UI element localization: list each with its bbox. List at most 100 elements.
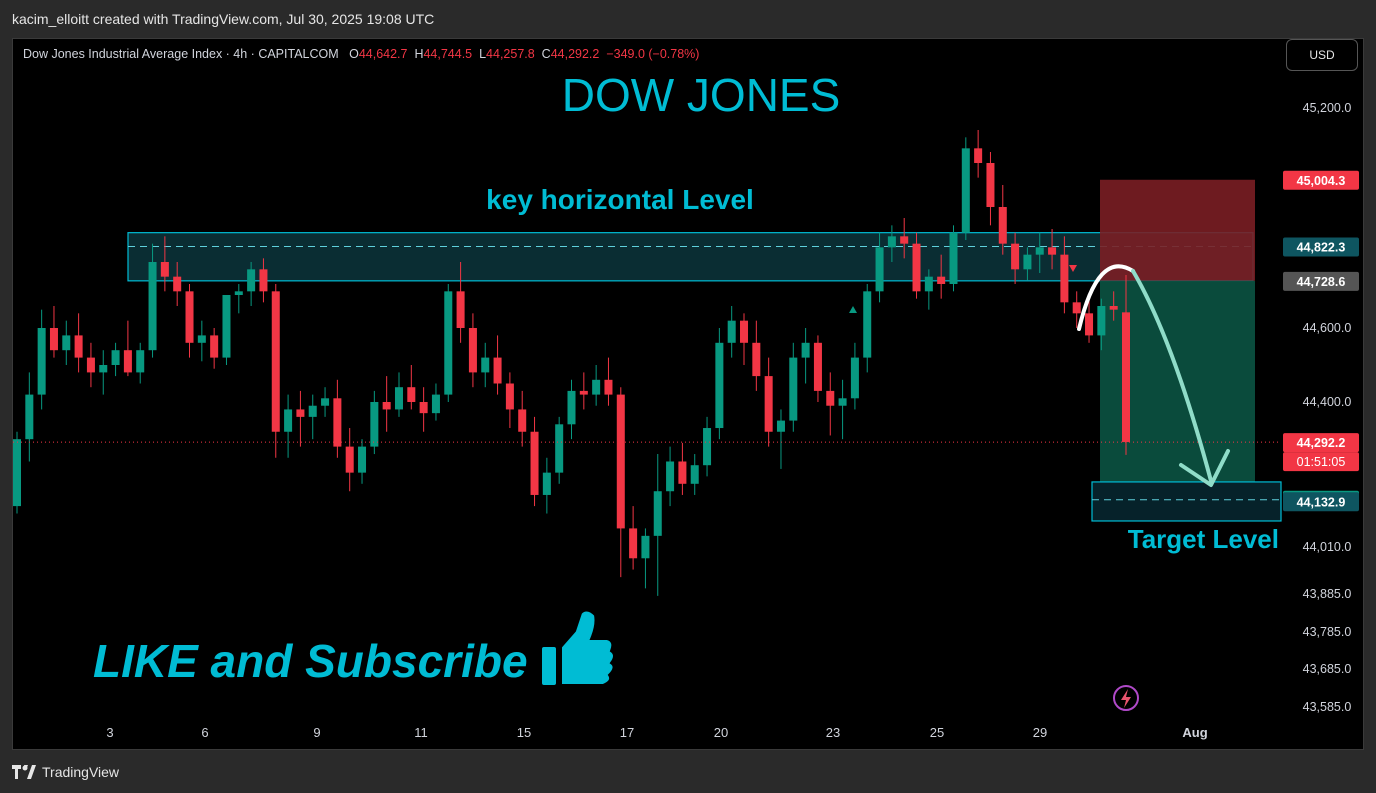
x-tick-label: 25 xyxy=(930,725,944,740)
candle xyxy=(887,225,896,262)
candle xyxy=(875,232,884,303)
annotation-title: DOW JONES xyxy=(562,69,841,121)
candle xyxy=(136,342,145,384)
candle-body xyxy=(160,262,169,277)
candle-body xyxy=(567,390,576,425)
candle xyxy=(850,342,859,410)
symbol-name: Dow Jones Industrial Average Index · 4h … xyxy=(23,47,339,61)
candle xyxy=(308,394,317,440)
candle-body xyxy=(752,342,761,377)
candle xyxy=(1023,247,1032,281)
candle xyxy=(789,342,798,432)
candle xyxy=(284,394,293,458)
x-tick-label: 29 xyxy=(1033,725,1047,740)
x-tick-label: 17 xyxy=(620,725,634,740)
candle-body xyxy=(555,424,564,473)
lightning-circle xyxy=(1113,685,1139,711)
candle xyxy=(456,262,465,343)
x-tick-label: 11 xyxy=(414,725,428,740)
candle xyxy=(160,236,169,292)
candle-body xyxy=(37,328,46,395)
candle xyxy=(690,454,699,495)
candle xyxy=(604,357,613,406)
candle-body xyxy=(468,328,477,373)
change-value: −349.0 (−0.78%) xyxy=(606,47,700,61)
candle-body xyxy=(616,394,625,529)
candle xyxy=(505,372,514,429)
candle xyxy=(370,390,379,455)
candle-body xyxy=(1097,306,1106,336)
candle xyxy=(752,320,761,391)
footer: TradingView xyxy=(12,760,119,784)
candle-body xyxy=(86,357,95,373)
candle xyxy=(912,232,921,299)
candle-body xyxy=(887,236,896,248)
currency-button[interactable]: USD xyxy=(1286,39,1358,71)
close-label: C xyxy=(541,47,551,61)
candle xyxy=(222,295,231,365)
chart-panel[interactable]: DOW JONES key horizontal Level Target Leve… xyxy=(12,38,1364,750)
price-label: 44,822.3 xyxy=(1283,237,1359,257)
candle xyxy=(431,383,440,421)
candle xyxy=(234,284,243,314)
candle xyxy=(296,390,305,447)
price-label-bg xyxy=(1283,433,1359,453)
candle xyxy=(813,335,822,402)
candle xyxy=(567,379,576,440)
candle xyxy=(924,269,933,310)
y-tick-label: 45,200.0 xyxy=(1303,101,1352,115)
lightning-bolt xyxy=(1121,689,1131,708)
candle xyxy=(259,258,268,303)
y-tick-label: 43,685.0 xyxy=(1303,662,1352,676)
candle xyxy=(579,372,588,410)
candle xyxy=(382,376,391,432)
candle xyxy=(74,313,83,373)
candle-body xyxy=(629,528,638,559)
candle-body xyxy=(961,148,970,233)
annotation-target-level: Target Level xyxy=(1128,524,1279,554)
candle-body xyxy=(801,342,810,358)
x-tick-label: 15 xyxy=(517,725,531,740)
x-tick-label: Aug xyxy=(1182,725,1207,740)
y-tick-label: 43,585.0 xyxy=(1303,700,1352,714)
candle-body xyxy=(937,276,946,284)
author-credit: kacim_elloitt created with TradingView.c… xyxy=(12,11,435,27)
high-value: 44,744.5 xyxy=(423,47,473,61)
candle xyxy=(666,446,675,507)
candle-body xyxy=(703,428,712,466)
candle-body xyxy=(136,350,145,373)
close-value: 44,292.2 xyxy=(550,47,600,61)
candle xyxy=(197,320,206,362)
candle xyxy=(62,320,71,365)
candle xyxy=(99,350,108,395)
candle xyxy=(1121,275,1131,455)
candle xyxy=(1072,291,1081,328)
candle-body xyxy=(789,357,798,421)
candle xyxy=(740,313,749,365)
candle xyxy=(998,185,1007,255)
candle-body xyxy=(641,535,650,559)
x-tick-label: 9 xyxy=(313,725,320,740)
candle-body xyxy=(826,390,835,406)
low-label: L xyxy=(479,47,487,61)
candle-body xyxy=(419,402,428,414)
candle-body xyxy=(222,295,231,358)
candle xyxy=(1035,232,1044,273)
candle xyxy=(555,416,564,484)
candle-body xyxy=(740,320,749,343)
candle xyxy=(653,454,662,596)
candle-body xyxy=(900,236,909,244)
stop-loss-zone xyxy=(1100,179,1255,281)
candle xyxy=(530,416,539,507)
candle-body xyxy=(764,376,773,432)
candle xyxy=(986,152,995,226)
candle-body xyxy=(123,350,132,373)
candle-body xyxy=(234,291,243,295)
price-label-text: 44,822.3 xyxy=(1297,240,1346,254)
y-tick-label: 44,010.0 xyxy=(1303,540,1352,554)
candle-body xyxy=(25,394,34,440)
price-chart[interactable]: DOW JONES key horizontal Level Target Leve… xyxy=(13,39,1363,749)
candle-body xyxy=(998,207,1007,244)
candle-body xyxy=(1085,313,1094,336)
candle-body xyxy=(518,409,527,432)
